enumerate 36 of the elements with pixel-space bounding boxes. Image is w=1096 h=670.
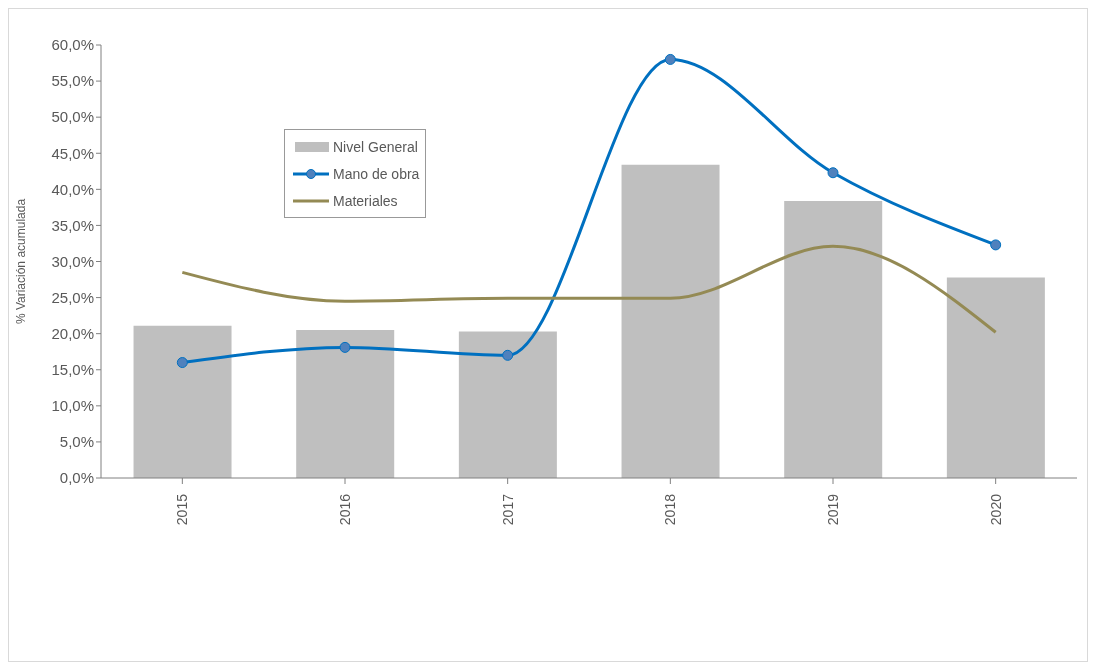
legend-label: Mano de obra <box>333 165 420 182</box>
bar <box>784 200 883 478</box>
y-tick-label: 30,0% <box>51 252 94 270</box>
y-tick-label: 25,0% <box>51 288 94 306</box>
line-series <box>180 244 998 334</box>
point <box>990 239 1002 251</box>
y-tick-label: 40,0% <box>51 180 94 198</box>
y-tick-label: 45,0% <box>51 144 94 162</box>
point <box>827 167 839 179</box>
y-tick-label: 10,0% <box>51 397 94 415</box>
y-tick-label: 55,0% <box>51 72 94 90</box>
bar <box>946 277 1045 478</box>
x-tick-label: 2018 <box>662 493 679 526</box>
y-tick-label: 35,0% <box>51 216 94 234</box>
point <box>176 357 188 369</box>
legend-label: Nivel General <box>333 138 418 155</box>
bar <box>296 330 395 478</box>
point <box>502 349 514 361</box>
y-tick-label: 15,0% <box>51 361 94 379</box>
y-tick-label: 5,0% <box>59 433 94 451</box>
y-axis-title: % Variación acumulada <box>14 198 29 325</box>
bar <box>458 331 557 478</box>
x-tick-label: 2020 <box>987 493 1004 526</box>
x-tick-label: 2015 <box>174 493 191 526</box>
point <box>664 53 676 65</box>
bar <box>621 164 720 478</box>
x-tick-label: 2017 <box>499 493 516 526</box>
point <box>339 341 351 353</box>
x-tick-label: 2016 <box>337 493 353 526</box>
y-tick-label: 60,0% <box>51 36 94 54</box>
x-tick-label: 2019 <box>825 493 841 526</box>
y-tick-label: 0,0% <box>59 469 94 487</box>
y-tick-label: 20,0% <box>51 324 94 342</box>
y-tick-label: 50,0% <box>51 108 94 126</box>
legend-label: Materiales <box>333 192 398 209</box>
bar <box>133 325 232 478</box>
